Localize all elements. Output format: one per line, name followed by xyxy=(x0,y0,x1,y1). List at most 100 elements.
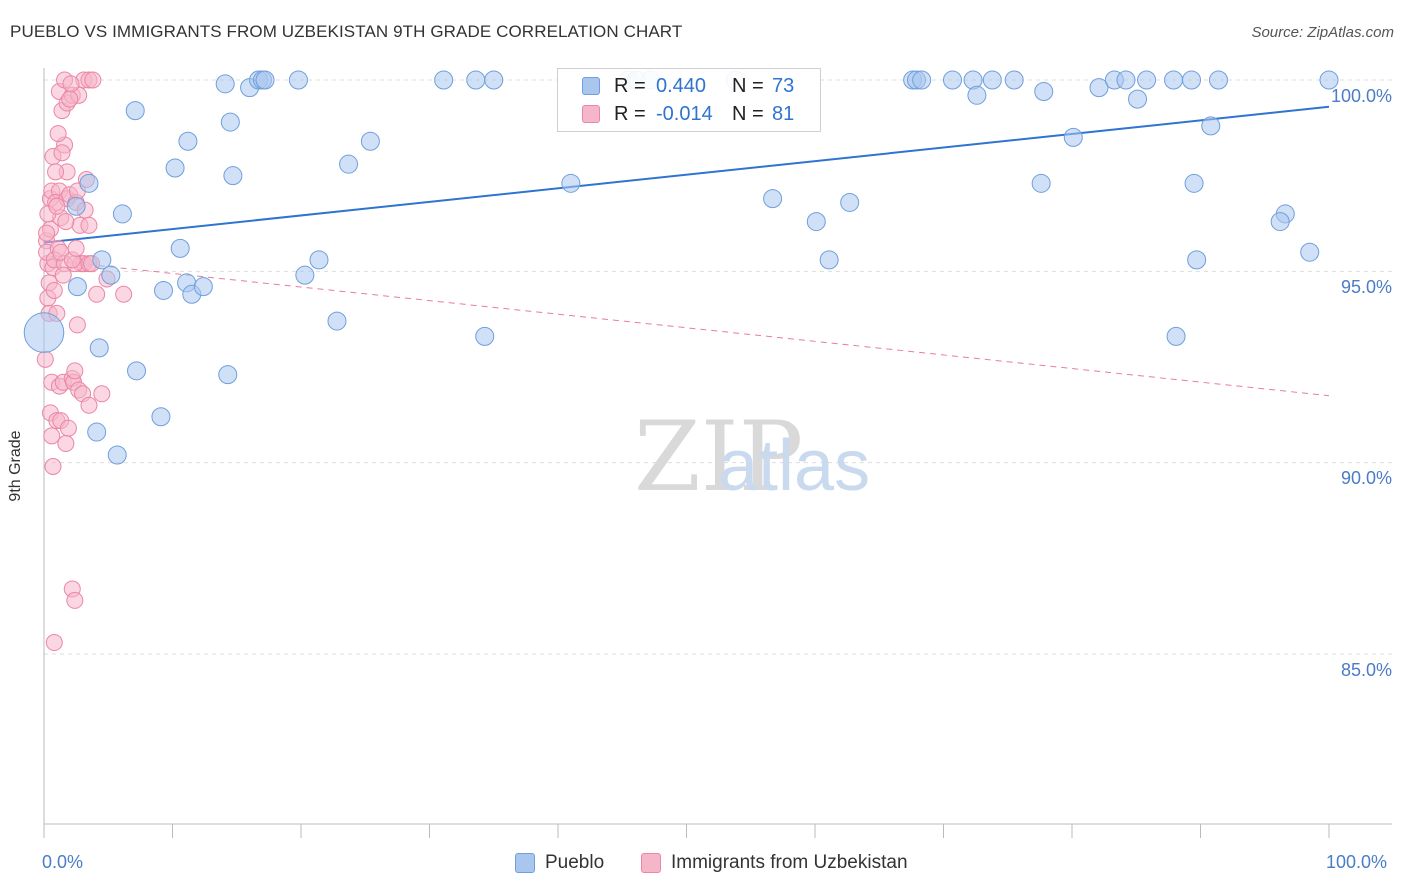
point-pueblo xyxy=(215,74,235,94)
y-axis-label: 9th Grade xyxy=(7,430,24,502)
point-uzbekistan xyxy=(45,281,63,299)
point-uzbekistan xyxy=(47,163,65,181)
point-pueblo xyxy=(125,101,145,121)
point-pueblo xyxy=(912,70,932,90)
point-pueblo xyxy=(1319,70,1339,90)
point-uzbekistan xyxy=(88,285,106,303)
series-legend: Pueblo Immigrants from Uzbekistan xyxy=(0,852,1406,876)
point-pueblo xyxy=(220,112,240,132)
legend-n-value: 81 xyxy=(772,102,795,125)
point-pueblo xyxy=(840,192,860,212)
point-pueblo xyxy=(1184,173,1204,193)
watermark: ZIP atlas xyxy=(634,401,870,513)
trend-line-pueblo xyxy=(43,105,1330,244)
chart-source: Source: ZipAtlas.com xyxy=(1251,24,1394,41)
legend-row-pueblo: R = 0.440 N = 73 xyxy=(582,74,794,98)
point-pueblo xyxy=(193,277,213,297)
point-pueblo xyxy=(967,85,987,105)
legend-n-label: N = xyxy=(732,74,764,97)
y-tick-label-95: 95.0% xyxy=(1340,277,1392,297)
point-pueblo xyxy=(288,70,308,90)
x-tick-label-min: 0.0% xyxy=(42,852,84,872)
y-tick-label-100: 100.0% xyxy=(1330,86,1392,106)
point-pueblo xyxy=(1034,81,1054,101)
point-pueblo xyxy=(92,250,112,270)
legend-swatch-blue xyxy=(515,853,535,873)
point-pueblo xyxy=(1137,70,1157,90)
point-uzbekistan xyxy=(53,144,71,162)
point-pueblo xyxy=(66,196,86,216)
point-pueblo xyxy=(1270,212,1290,232)
gridlines xyxy=(44,79,1392,655)
legend-item-uzbekistan: Immigrants from Uzbekistan xyxy=(641,852,908,874)
legend-r-label: R = xyxy=(614,102,646,125)
point-pueblo xyxy=(87,422,107,442)
legend-item-pueblo: Pueblo xyxy=(515,852,604,874)
point-uzbekistan xyxy=(66,362,84,380)
point-uzbekistan xyxy=(57,435,75,453)
legend-n-label: N = xyxy=(732,102,764,125)
point-pueblo xyxy=(112,204,132,224)
point-pueblo xyxy=(982,70,1002,90)
point-uzbekistan xyxy=(57,213,75,231)
point-pueblo xyxy=(806,212,826,232)
point-pueblo xyxy=(339,154,359,174)
x-tick-label-max: 100.0% xyxy=(1326,852,1388,872)
point-pueblo xyxy=(170,238,190,258)
point-pueblo xyxy=(154,280,174,300)
point-uzbekistan xyxy=(54,266,72,284)
legend-r-value: -0.014 xyxy=(656,102,713,125)
point-uzbekistan xyxy=(36,350,54,368)
watermark-atlas: atlas xyxy=(718,426,870,506)
legend-row-uzbekistan: R = -0.014 N = 81 xyxy=(582,102,794,126)
legend-label-uzbekistan: Immigrants from Uzbekistan xyxy=(671,852,908,873)
legend-swatch-pink xyxy=(582,105,600,123)
point-pueblo xyxy=(561,173,581,193)
point-uzbekistan xyxy=(80,396,98,414)
point-uzbekistan xyxy=(66,591,84,609)
point-uzbekistan xyxy=(38,224,56,242)
point-pueblo xyxy=(218,365,238,385)
y-tick-label-85: 85.0% xyxy=(1340,660,1392,680)
legend-label-pueblo: Pueblo xyxy=(545,852,605,873)
point-pueblo xyxy=(1208,70,1228,90)
point-uzbekistan xyxy=(84,71,102,89)
point-pueblo xyxy=(309,250,329,270)
stats-legend: R = 0.440 N = 73 R = -0.014 N = 81 xyxy=(557,68,821,132)
point-pueblo xyxy=(1063,127,1083,147)
point-pueblo xyxy=(763,189,783,209)
point-pueblo xyxy=(1004,70,1024,90)
point-uzbekistan xyxy=(67,239,85,257)
point-uzbekistan xyxy=(59,419,77,437)
point-pueblo xyxy=(360,131,380,151)
point-pueblo xyxy=(89,338,109,358)
point-uzbekistan xyxy=(48,197,66,215)
point-pueblo xyxy=(466,70,486,90)
point-pueblo xyxy=(484,70,504,90)
point-pueblo xyxy=(23,312,65,353)
point-pueblo xyxy=(107,445,127,465)
point-pueblo xyxy=(1089,78,1109,98)
point-uzbekistan xyxy=(61,90,79,108)
series-uzbekistan-points xyxy=(36,71,133,652)
point-pueblo xyxy=(1201,116,1221,136)
point-uzbekistan xyxy=(93,385,111,403)
legend-swatch-pink xyxy=(641,853,661,873)
legend-r-value: 0.440 xyxy=(656,74,707,97)
point-pueblo xyxy=(475,326,495,346)
point-pueblo xyxy=(1031,173,1051,193)
point-pueblo xyxy=(255,70,275,90)
legend-n-value: 73 xyxy=(772,74,795,97)
point-pueblo xyxy=(819,250,839,270)
point-pueblo xyxy=(327,311,347,331)
point-uzbekistan xyxy=(115,285,133,303)
chart-title: PUEBLO VS IMMIGRANTS FROM UZBEKISTAN 9TH… xyxy=(10,22,683,41)
point-uzbekistan xyxy=(49,125,67,143)
point-uzbekistan xyxy=(62,75,80,93)
point-pueblo xyxy=(1300,242,1320,262)
point-pueblo xyxy=(434,70,454,90)
point-pueblo xyxy=(165,158,185,178)
point-pueblo xyxy=(1116,70,1136,90)
point-uzbekistan xyxy=(80,216,98,234)
